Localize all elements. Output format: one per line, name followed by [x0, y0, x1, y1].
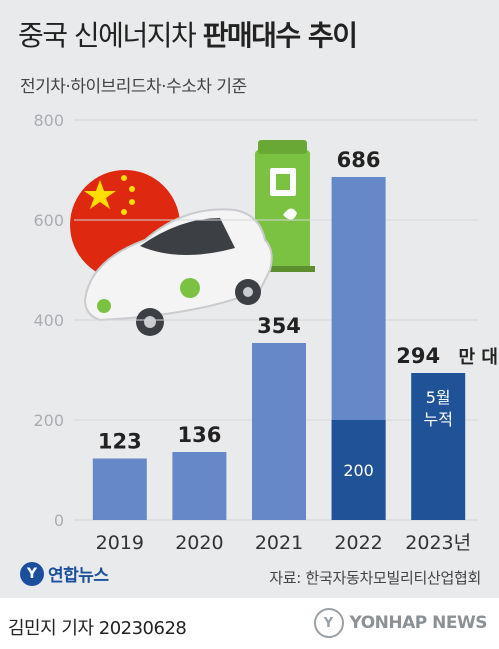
yonhap-logo-icon: Y — [20, 561, 44, 586]
annotation-label: 5월 — [426, 388, 451, 407]
y-tick-label: 600 — [33, 211, 64, 230]
agency-logo: Y YONHAP NEWS — [313, 608, 488, 638]
y-tick-label: 400 — [33, 311, 64, 330]
title-light: 중국 신에너지차 — [18, 19, 197, 52]
value-label: 123 — [98, 430, 142, 454]
y-tick-label: 200 — [33, 411, 64, 430]
agency-name: YONHAP NEWS — [349, 613, 488, 633]
value-label: 294 — [396, 344, 440, 368]
bar-highlight-segment — [331, 420, 386, 520]
x-tick-label: 2020 — [175, 532, 223, 554]
page-title: 중국 신에너지차 판매대수 추이 — [18, 14, 358, 54]
bar — [411, 373, 466, 520]
x-tick-label: 2022 — [334, 532, 382, 554]
value-label: 354 — [257, 314, 301, 338]
subtitle: 전기차·하이브리드차·수소차 기준 — [20, 77, 247, 97]
value-label: 686 — [337, 148, 381, 172]
unit-label: 만 대 — [459, 347, 498, 368]
yonhap-logo-text: 연합뉴스 — [48, 566, 109, 586]
bar — [172, 452, 227, 520]
bar-chart: 0 200 400 600 800 123 2019 136 2020 354 2021 200 686… — [33, 111, 498, 554]
value-label: 136 — [177, 423, 221, 447]
y-tick-label: 800 — [33, 111, 64, 130]
source-note: 자료: 한국자동차모빌리티산업협회 — [269, 569, 481, 587]
x-tick-label: 2023년 — [405, 532, 471, 554]
highlight-label: 200 — [343, 461, 374, 480]
footer: 김민지 기자 20230628 Y YONHAP NEWS — [0, 598, 499, 649]
x-tick-label: 2021 — [255, 532, 303, 554]
electric-car-icon — [83, 208, 273, 336]
annotation-label: 누적 — [423, 410, 452, 429]
title-bold: 판매대수 추이 — [202, 19, 358, 52]
charging-station-icon — [228, 140, 315, 272]
yonhap-logo: Y 연합뉴스 — [20, 561, 109, 586]
agency-logo-icon: Y — [313, 608, 344, 638]
x-tick-label: 2019 — [96, 532, 144, 554]
byline: 김민지 기자 20230628 — [8, 618, 187, 639]
y-tick-label: 0 — [54, 511, 64, 530]
bar — [252, 343, 306, 520]
bar — [92, 458, 147, 520]
